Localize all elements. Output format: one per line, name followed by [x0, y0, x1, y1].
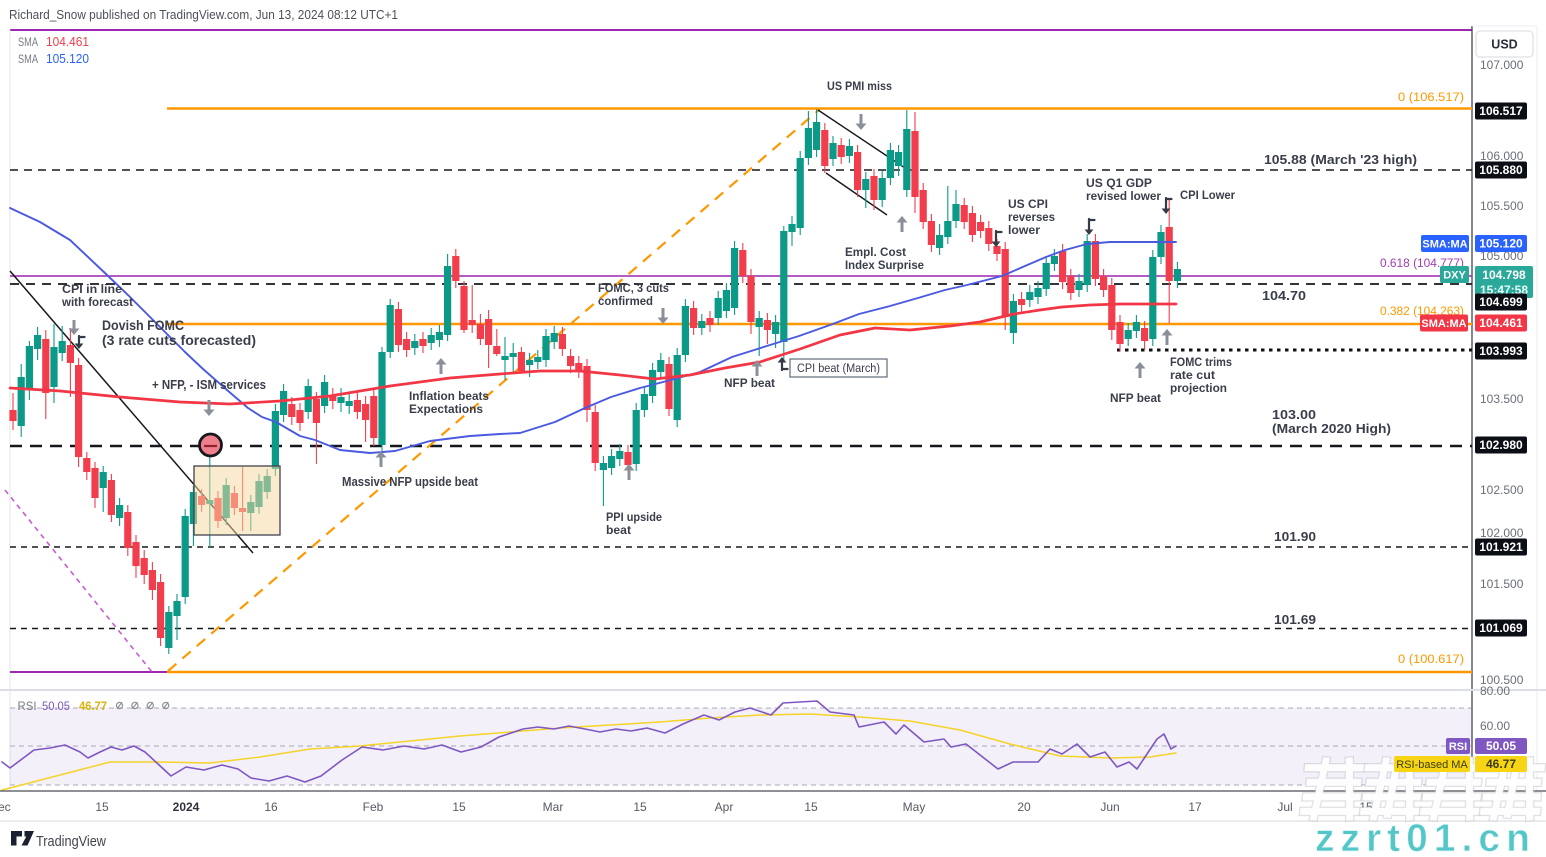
svg-text:RSI: RSI: [1449, 741, 1467, 753]
svg-text:CPI beat (March): CPI beat (March): [797, 361, 880, 375]
svg-text:46.77: 46.77: [79, 699, 107, 713]
svg-text:102.980: 102.980: [1479, 438, 1523, 452]
svg-text:with forecast: with forecast: [61, 295, 133, 309]
svg-text:US PMI miss: US PMI miss: [827, 79, 892, 93]
svg-text:100.500: 100.500: [1480, 673, 1524, 687]
svg-text:lower: lower: [1008, 223, 1040, 237]
svg-text:Jun: Jun: [1100, 800, 1119, 814]
svg-text:107.000: 107.000: [1480, 58, 1524, 72]
svg-text:Empl. Cost: Empl. Cost: [845, 245, 906, 259]
svg-text:FOMC trims: FOMC trims: [1170, 355, 1232, 369]
svg-text:Dovish FOMC: Dovish FOMC: [102, 318, 184, 333]
svg-text:15: 15: [452, 800, 466, 814]
svg-text:Inflation beats: Inflation beats: [409, 389, 489, 403]
svg-text:+ NFP, - ISM services: + NFP, - ISM services: [152, 377, 266, 392]
svg-text:US Q1 GDP: US Q1 GDP: [1086, 176, 1152, 190]
svg-text:Feb: Feb: [363, 800, 384, 814]
svg-text:104.70: 104.70: [1262, 288, 1306, 303]
svg-text:reverses: reverses: [1008, 210, 1055, 224]
svg-text:60.00: 60.00: [1480, 719, 1510, 733]
svg-text:Dec: Dec: [0, 800, 11, 814]
svg-text:103.500: 103.500: [1480, 392, 1524, 406]
svg-text:Richard_Snow published on Trad: Richard_Snow published on TradingView.co…: [9, 8, 398, 22]
svg-text:SMA:MA: SMA:MA: [1421, 318, 1466, 330]
svg-text:80.00: 80.00: [1480, 684, 1510, 698]
svg-text:Massive NFP upside beat: Massive NFP upside beat: [342, 474, 479, 489]
svg-text:15: 15: [95, 800, 109, 814]
svg-text:105.120: 105.120: [46, 52, 89, 66]
svg-text:(3 rate cuts forecasted): (3 rate cuts forecasted): [102, 333, 256, 348]
svg-text:Jul: Jul: [1277, 800, 1292, 814]
svg-text:20: 20: [1017, 800, 1031, 814]
svg-text:PPI upside: PPI upside: [606, 510, 662, 524]
svg-text:SMA: SMA: [18, 52, 38, 66]
svg-text:May: May: [903, 800, 926, 814]
svg-text:16: 16: [264, 800, 278, 814]
svg-text:104.461: 104.461: [1479, 316, 1523, 330]
svg-text:0 (100.617): 0 (100.617): [1398, 652, 1464, 666]
svg-text:102.000: 102.000: [1480, 526, 1524, 540]
svg-text:NFP beat: NFP beat: [1110, 391, 1161, 405]
svg-text:beat: beat: [606, 523, 631, 537]
svg-text:RSI: RSI: [18, 699, 37, 713]
svg-text:17: 17: [1188, 800, 1202, 814]
svg-text:TradingView: TradingView: [36, 834, 106, 850]
svg-text:SMA:MA: SMA:MA: [1422, 238, 1467, 250]
svg-text:revised lower: revised lower: [1086, 189, 1161, 203]
svg-text:104.699: 104.699: [1479, 295, 1523, 309]
svg-text:USD: USD: [1491, 38, 1517, 52]
svg-text:CPI in line: CPI in line: [62, 282, 122, 296]
svg-text:104.461: 104.461: [46, 35, 89, 49]
svg-text:101.69: 101.69: [1274, 612, 1316, 627]
svg-text:2024: 2024: [173, 800, 200, 814]
svg-text:103.993: 103.993: [1479, 344, 1523, 358]
svg-text:50.05: 50.05: [42, 699, 70, 713]
svg-text:102.500: 102.500: [1480, 483, 1524, 497]
svg-text:106.000: 106.000: [1480, 149, 1524, 163]
svg-text:DXY: DXY: [1443, 269, 1466, 281]
svg-text:105.000: 105.000: [1480, 249, 1524, 263]
svg-text:105.120: 105.120: [1479, 237, 1523, 251]
svg-text:zzrt01.cn: zzrt01.cn: [1315, 817, 1536, 857]
svg-text:confirmed: confirmed: [598, 294, 653, 308]
svg-text:103.00: 103.00: [1272, 407, 1316, 422]
svg-text:FOMC, 3 cuts: FOMC, 3 cuts: [598, 281, 669, 295]
svg-text:105.500: 105.500: [1480, 199, 1524, 213]
svg-text:projection: projection: [1170, 381, 1227, 395]
svg-text:(March 2020 High): (March 2020 High): [1272, 421, 1391, 436]
svg-text:15: 15: [633, 800, 647, 814]
svg-text:101.921: 101.921: [1479, 540, 1523, 554]
svg-text:106.517: 106.517: [1479, 104, 1523, 118]
svg-text:Expectations: Expectations: [409, 402, 483, 416]
svg-text:0 (106.517): 0 (106.517): [1398, 90, 1464, 104]
svg-text:50.05: 50.05: [1486, 739, 1516, 753]
svg-text:Apr: Apr: [715, 800, 734, 814]
svg-text:46.77: 46.77: [1486, 757, 1516, 771]
svg-text:RSI-based MA: RSI-based MA: [1396, 759, 1468, 771]
svg-text:CPI Lower: CPI Lower: [1180, 188, 1235, 202]
svg-text:105.880: 105.880: [1479, 163, 1523, 177]
svg-text:NFP beat: NFP beat: [724, 376, 775, 390]
svg-text:Mar: Mar: [543, 800, 564, 814]
svg-text:101.90: 101.90: [1274, 529, 1316, 544]
svg-text:rate cut: rate cut: [1170, 368, 1215, 382]
svg-text:SMA: SMA: [18, 35, 38, 49]
svg-text:US CPI: US CPI: [1008, 197, 1048, 211]
svg-text:101.069: 101.069: [1479, 621, 1523, 635]
svg-text:105.88 (March '23 high): 105.88 (March '23 high): [1264, 152, 1417, 167]
svg-text:Index Surprise: Index Surprise: [845, 258, 924, 272]
svg-text:15: 15: [804, 800, 818, 814]
svg-text:101.500: 101.500: [1480, 577, 1524, 591]
svg-text:104.798: 104.798: [1482, 268, 1526, 282]
